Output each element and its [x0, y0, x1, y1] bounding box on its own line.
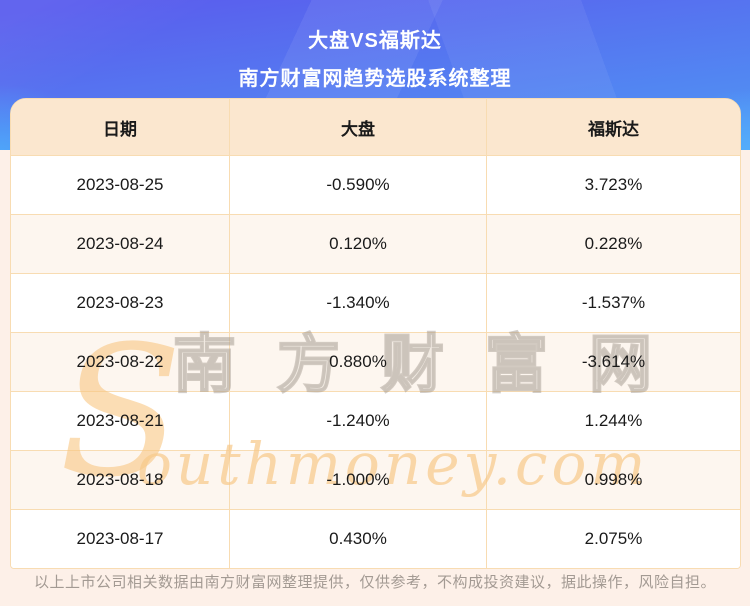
cell-date: 2023-08-21 [76, 411, 164, 430]
table-row: 2023-08-22 0.880% -3.614% [11, 332, 740, 391]
cell-date: 2023-08-25 [76, 175, 164, 194]
table-row: 2023-08-24 0.120% 0.228% [11, 214, 740, 273]
cell-stock-change: 2.075% [486, 510, 740, 568]
cell-market-change: 0.120% [229, 215, 486, 273]
column-header-market: 大盘 [229, 99, 486, 155]
table-header-row: 日期 大盘 福斯达 [11, 99, 740, 155]
cell-stock-change: 1.244% [486, 392, 740, 450]
cell-market-change: 0.880% [229, 333, 486, 391]
cell-date: 2023-08-24 [76, 234, 164, 253]
table-row: 2023-08-23 -1.340% -1.537% [11, 273, 740, 332]
table-row: 2023-08-18 -1.000% 0.998% [11, 450, 740, 509]
cell-stock-change: -1.537% [486, 274, 740, 332]
table-row: 2023-08-17 0.430% 2.075% [11, 509, 740, 568]
cell-date: 2023-08-17 [76, 529, 164, 548]
data-table: 日期 大盘 福斯达 2023-08-25 -0.590% 3.723% 2023-08… [10, 98, 741, 569]
cell-stock-change: 0.998% [486, 451, 740, 509]
cell-stock-change: 3.723% [486, 156, 740, 214]
page-subtitle: 南方财富网趋势选股系统整理 [238, 68, 512, 90]
table-row: 2023-08-25 -0.590% 3.723% [11, 155, 740, 214]
cell-market-change: -0.590% [229, 156, 486, 214]
table-body: 2023-08-25 -0.590% 3.723% 2023-08-24 0.120% 0… [11, 155, 740, 568]
table-row: 2023-08-21 -1.240% 1.244% [11, 391, 740, 450]
cell-stock-change: -3.614% [486, 333, 740, 391]
column-header-date: 日期 [103, 119, 137, 139]
column-header-stock: 福斯达 [486, 99, 740, 155]
cell-date: 2023-08-22 [76, 352, 164, 371]
cell-market-change: -1.340% [229, 274, 486, 332]
cell-market-change: -1.240% [229, 392, 486, 450]
cell-date: 2023-08-23 [76, 293, 164, 312]
cell-market-change: -1.000% [229, 451, 486, 509]
disclaimer-text: 以上上市公司相关数据由南方财富网整理提供，仅供参考，不构成投资建议，据此操作，风… [33, 574, 716, 591]
cell-market-change: 0.430% [229, 510, 486, 568]
page-title: 大盘VS福斯达 [308, 30, 442, 52]
cell-stock-change: 0.228% [486, 215, 740, 273]
cell-date: 2023-08-18 [76, 470, 164, 489]
